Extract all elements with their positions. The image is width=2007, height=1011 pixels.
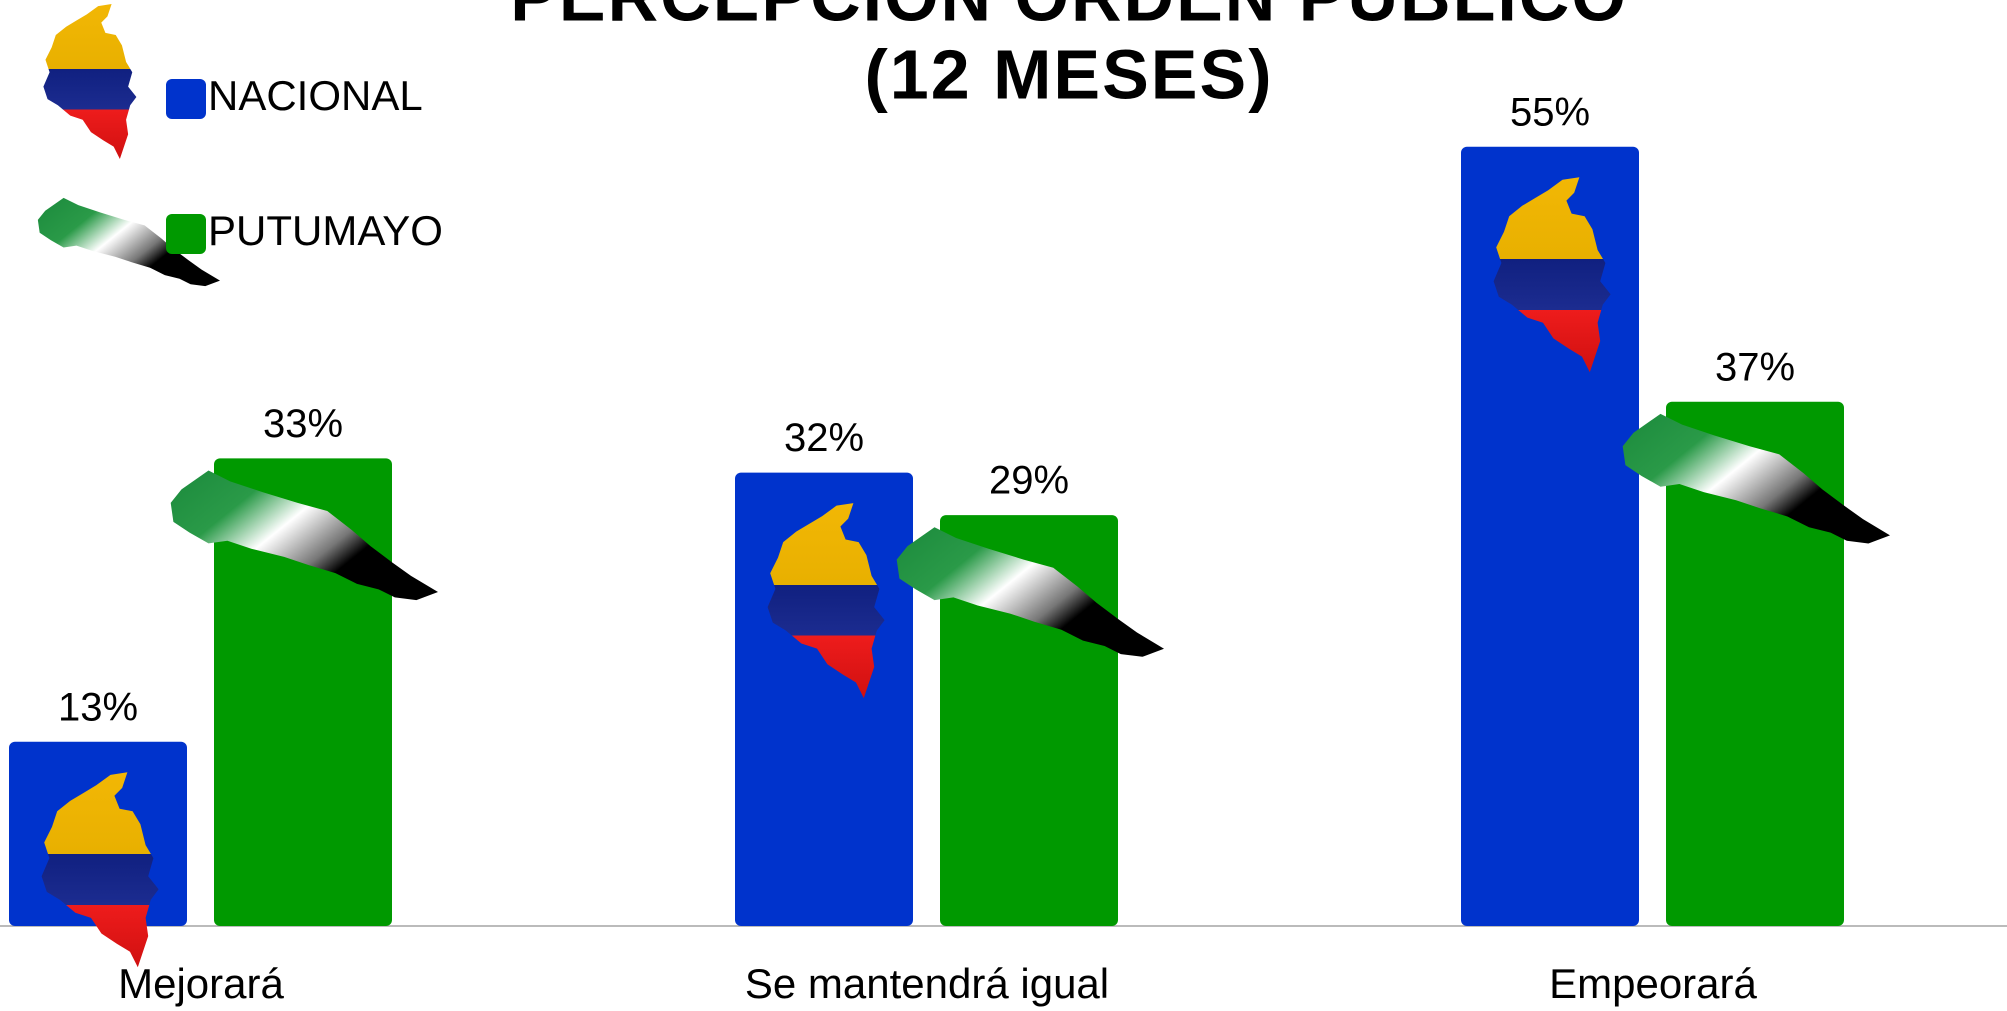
value-label: 55% <box>1510 90 1590 134</box>
x-tick-label: Se mantendrá igual <box>745 960 1109 1007</box>
value-label: 37% <box>1715 345 1795 389</box>
legend-label: NACIONAL <box>208 72 423 119</box>
chart-title: PERCEPCIÓN ORDEN PÚBLICO <box>510 0 1628 35</box>
legend-icon <box>43 4 137 159</box>
value-label: 32% <box>784 416 864 460</box>
bar <box>1666 401 1844 926</box>
x-tick-label: Mejorará <box>118 960 284 1007</box>
x-tick-label: Empeorará <box>1549 960 1757 1007</box>
legend-label: PUTUMAYO <box>208 207 443 254</box>
legend-swatch <box>166 214 206 254</box>
value-label: 13% <box>58 685 138 729</box>
value-label: 33% <box>263 402 343 446</box>
legend-swatch <box>166 79 206 119</box>
value-label: 29% <box>989 459 1069 503</box>
chart-subtitle: (12 MESES) <box>865 35 1274 113</box>
